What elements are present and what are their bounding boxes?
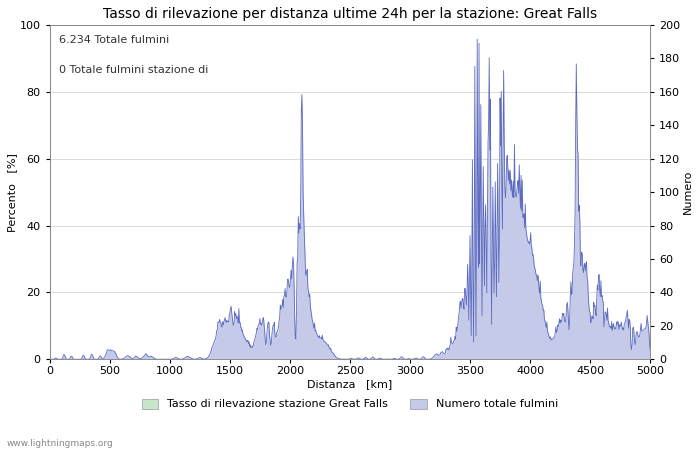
Text: www.lightningmaps.org: www.lightningmaps.org bbox=[7, 439, 113, 448]
Text: 0 Totale fulmini stazione di: 0 Totale fulmini stazione di bbox=[59, 65, 208, 75]
Y-axis label: Percento   [%]: Percento [%] bbox=[7, 153, 17, 231]
X-axis label: Distanza   [km]: Distanza [km] bbox=[307, 379, 393, 389]
Y-axis label: Numero: Numero bbox=[683, 170, 693, 214]
Title: Tasso di rilevazione per distanza ultime 24h per la stazione: Great Falls: Tasso di rilevazione per distanza ultime… bbox=[103, 7, 597, 21]
Text: 6.234 Totale fulmini: 6.234 Totale fulmini bbox=[59, 35, 169, 45]
Legend: Tasso di rilevazione stazione Great Falls, Numero totale fulmini: Tasso di rilevazione stazione Great Fall… bbox=[137, 394, 563, 414]
